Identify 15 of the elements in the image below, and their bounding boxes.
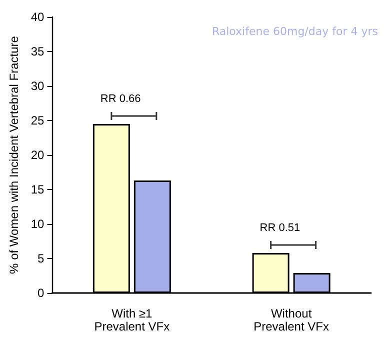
y-tick-label: 35 [30, 44, 45, 58]
y-axis-title: % of Women with Incident Vertebral Fracture [7, 36, 21, 274]
y-tick-label: 0 [38, 286, 45, 300]
y-tick-label: 40 [30, 10, 45, 24]
y-tick-label: 5 [38, 252, 45, 266]
text: Raloxifene 60mg/day for 4 yrs [212, 25, 378, 38]
annotation: RR 0.51 [260, 222, 300, 234]
y-tick-label: 25 [30, 114, 45, 128]
y-tick-label: 20 [30, 148, 45, 162]
y-tick-label: 15 [30, 182, 45, 196]
x-tick-label: Without Prevalent VFx [254, 306, 329, 334]
annotation: RR 0.66 [100, 92, 141, 105]
x-tick-label: With ≥1 Prevalent VFx [94, 306, 170, 334]
y-tick-label: 30 [30, 79, 45, 93]
y-tick-label: 10 [30, 217, 45, 231]
